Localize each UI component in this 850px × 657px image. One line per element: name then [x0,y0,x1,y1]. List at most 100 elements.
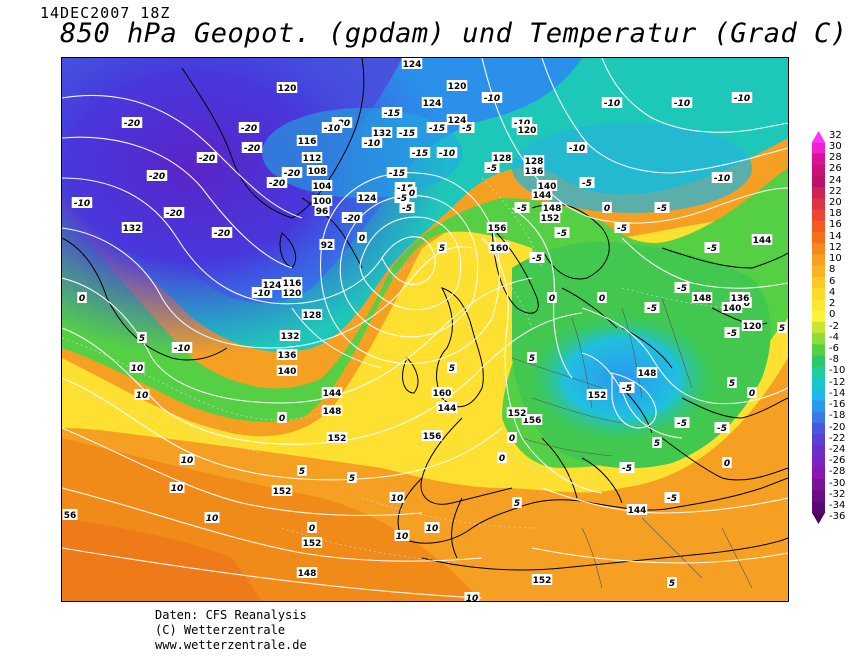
geopotential-label: 152 [301,537,323,549]
temperature-label: -10 [566,142,588,154]
colorbar-tick-label: 8 [829,264,836,276]
colorbar-tick-label: -34 [829,500,846,512]
temperature-label: -15 [396,127,418,139]
svg-text:-5: -5 [487,164,497,174]
svg-text:10: 10 [391,494,404,504]
svg-text:10: 10 [466,594,479,601]
geopotential-label: 144 [626,504,648,516]
weather-map: -20-20-20-20-20-20-20-20-20-20-20-15-15-… [61,57,789,602]
geopotential-label: 120 [276,82,298,94]
temperature-label: -5 [484,162,500,174]
colorbar-tick-label: -24 [829,444,846,455]
svg-text:5: 5 [669,579,675,589]
geopotential-label: 132 [121,222,143,234]
temperature-label: 0 [602,202,612,214]
colorbar-tick-label: 12 [829,241,842,253]
borders [511,297,753,589]
geopotential-label: 124 [421,97,443,109]
temperature-label: -15 [381,107,403,119]
colorbar-tick-label: -12 [829,376,846,388]
geopotential-label: 124 [356,192,378,204]
svg-text:152: 152 [588,391,607,401]
credits: Daten: CFS Reanalysis (C) Wetterzentrale… [155,608,307,653]
colorbar-tick-label: -2 [829,320,839,332]
credits-website[interactable]: www.wetterzentrale.de [155,638,307,652]
credits-data-source: Daten: CFS Reanalysis [155,608,307,622]
temperature-label: 0 [77,292,87,304]
svg-text:-10: -10 [604,99,620,109]
colorbar-swatch [812,501,825,514]
temperature-label: 0 [747,387,757,399]
colorbar-swatch [812,164,825,177]
colorbar-swatch [812,378,825,390]
svg-text:-5: -5 [462,124,472,134]
temperature-label: -20 [241,142,263,154]
temperature-label: 10 [204,512,220,524]
colorbar-swatch [812,422,825,435]
svg-text:-10: -10 [364,139,380,149]
svg-text:120: 120 [283,289,302,299]
svg-text:132: 132 [281,332,300,342]
colorbar-tick-label: 32 [829,129,842,141]
svg-text:152: 152 [273,487,292,497]
geopotential-label: 116 [296,135,318,147]
geopotential-label: 156 [521,414,543,426]
colorbar-swatch [812,175,825,188]
temperature-label: 5 [527,352,537,364]
colorbar-swatch [812,400,825,413]
temperature-label: 0 [547,292,557,304]
temperature-label: -10 [436,147,458,159]
svg-text:-5: -5 [532,254,542,264]
svg-text:-20: -20 [284,169,300,179]
colorbar-swatch [812,344,825,357]
geopotential-label: 148 [636,367,658,379]
svg-text:5: 5 [299,467,305,477]
svg-text:-10: -10 [74,199,90,209]
geopotential-label: 156 [486,222,508,234]
colorbar-tick-label: 20 [829,196,842,208]
temperature-label: -15 [426,122,448,134]
geopotential-label: 148 [691,292,713,304]
svg-text:-5: -5 [517,204,527,214]
svg-text:108: 108 [308,167,327,177]
svg-text:144: 144 [323,389,342,399]
svg-text:-15: -15 [389,169,405,179]
svg-text:-10: -10 [734,94,750,104]
svg-text:0: 0 [309,524,315,534]
temperature-label: -5 [724,327,740,339]
datestamp: 14DEC2007 18Z [40,4,171,22]
temperature-label: -20 [266,177,288,189]
svg-text:152: 152 [328,434,347,444]
svg-text:140: 140 [723,304,742,314]
temperature-label: -5 [579,177,595,189]
svg-text:0: 0 [604,204,610,214]
geopotential-label: 124 [261,279,283,291]
temperature-label: -10 [711,172,733,184]
svg-text:152: 152 [508,409,527,419]
temperature-label: 10 [389,492,405,504]
svg-text:-5: -5 [717,424,727,434]
svg-text:136: 136 [278,351,297,361]
geopotential-label: 116 [281,277,303,289]
temperature-label: 10 [169,482,185,494]
svg-text:-5: -5 [622,464,632,474]
svg-text:-20: -20 [124,119,140,129]
svg-text:-10: -10 [714,174,730,184]
temperature-label: 5 [297,465,307,477]
svg-text:128: 128 [525,157,544,167]
geopotential-label: 148 [541,202,563,214]
temperature-label: -5 [399,202,415,214]
svg-text:136: 136 [731,294,750,304]
geopotential-label: 144 [751,234,773,246]
geopotential-label: 160 [431,387,453,399]
colorbar-tick-label: 14 [829,230,842,242]
geopotential-contours [62,58,788,599]
temperature-label: -15 [409,147,431,159]
svg-text:156: 156 [488,224,507,234]
temperature-label: -10 [731,92,753,104]
temperature-label: -20 [163,207,185,219]
svg-text:-5: -5 [657,204,667,214]
svg-text:156: 156 [523,416,542,426]
svg-text:160: 160 [433,389,452,399]
temperature-label: -5 [644,302,660,314]
